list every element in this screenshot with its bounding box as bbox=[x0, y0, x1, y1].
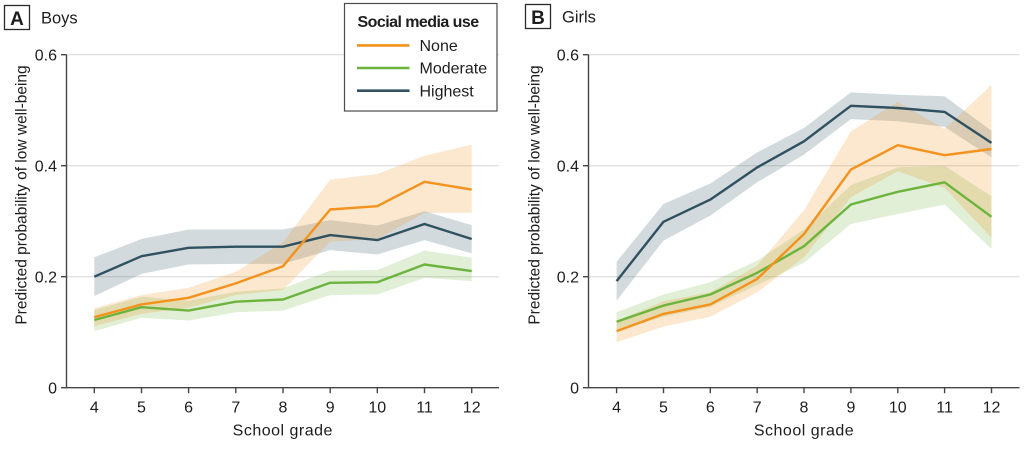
svg-text:B: B bbox=[531, 8, 545, 29]
svg-text:0.4: 0.4 bbox=[35, 159, 57, 176]
svg-text:9: 9 bbox=[846, 400, 855, 417]
svg-text:Boys: Boys bbox=[41, 10, 78, 28]
svg-text:Social media use: Social media use bbox=[358, 14, 480, 31]
svg-text:11: 11 bbox=[936, 400, 953, 417]
svg-text:7: 7 bbox=[753, 400, 762, 417]
svg-text:0: 0 bbox=[570, 381, 579, 398]
svg-text:11: 11 bbox=[416, 400, 433, 417]
svg-text:School grade: School grade bbox=[754, 423, 854, 440]
svg-text:12: 12 bbox=[463, 400, 481, 417]
svg-text:5: 5 bbox=[659, 400, 668, 417]
svg-text:5: 5 bbox=[137, 400, 146, 417]
svg-text:10: 10 bbox=[889, 400, 907, 417]
svg-text:0: 0 bbox=[48, 381, 57, 398]
svg-text:9: 9 bbox=[326, 400, 335, 417]
svg-text:Moderate: Moderate bbox=[420, 61, 488, 78]
svg-text:A: A bbox=[10, 9, 24, 30]
svg-text:Highest: Highest bbox=[420, 83, 475, 100]
svg-text:0.6: 0.6 bbox=[557, 48, 579, 65]
svg-text:0.6: 0.6 bbox=[35, 48, 57, 65]
svg-text:4: 4 bbox=[612, 400, 621, 417]
svg-text:4: 4 bbox=[90, 400, 99, 417]
svg-text:6: 6 bbox=[184, 400, 193, 417]
svg-text:Predicted probability of low w: Predicted probability of low well-being bbox=[527, 65, 544, 324]
svg-text:0.2: 0.2 bbox=[557, 270, 579, 287]
svg-text:10: 10 bbox=[368, 400, 386, 417]
svg-text:0.2: 0.2 bbox=[35, 270, 57, 287]
svg-text:8: 8 bbox=[800, 400, 809, 417]
svg-text:School grade: School grade bbox=[233, 423, 333, 440]
svg-text:8: 8 bbox=[279, 400, 288, 417]
svg-text:0.4: 0.4 bbox=[557, 159, 579, 176]
svg-text:None: None bbox=[420, 38, 458, 55]
svg-text:Predicted probability of low w: Predicted probability of low well-being bbox=[14, 65, 31, 324]
svg-text:Girls: Girls bbox=[562, 9, 596, 27]
svg-text:6: 6 bbox=[706, 400, 715, 417]
svg-text:7: 7 bbox=[231, 400, 240, 417]
svg-text:12: 12 bbox=[983, 400, 1001, 417]
